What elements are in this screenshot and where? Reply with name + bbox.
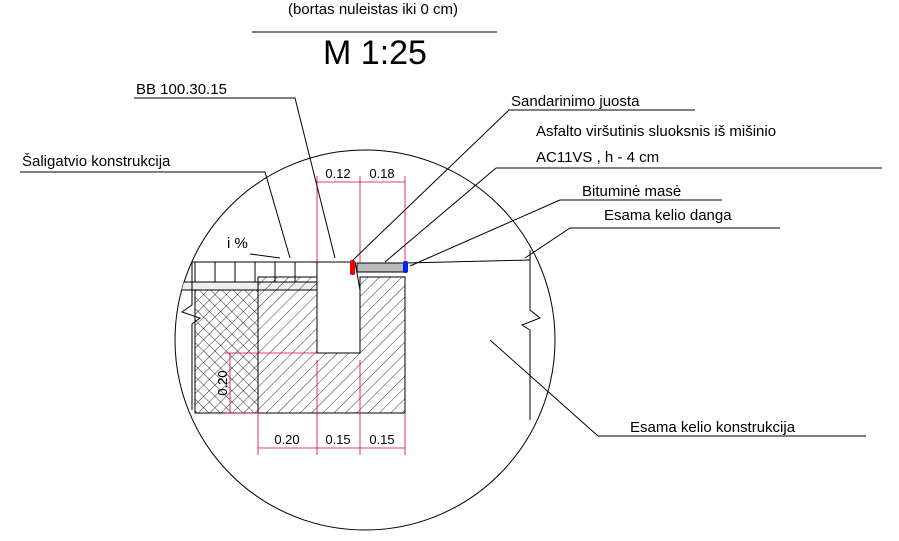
seal-strip [350,260,355,275]
asphalt-layer [357,263,405,272]
label-slope: i % [227,235,248,252]
dim-bottom: 0.20 [274,432,299,447]
curb [317,262,360,353]
scale: M 1:25 [323,34,427,72]
label-asphalt: AC11VS , h - 4 cm [536,149,659,166]
label-seal: Sandarinimo juosta [511,93,640,110]
page: {"header": {"subtitle": "(bortas nuleist… [0,0,899,541]
subtitle: (bortas nuleistas iki 0 cm) [288,1,458,18]
dim-top: 0.18 [369,166,394,181]
labels: BB 100.30.15 Sandarinimo juosta Asfalto … [20,81,882,436]
label-sidewalk: Šaligatvio konstrukcija [22,153,171,170]
label-bitumen: Bituminė masė [582,183,681,200]
label-curb: BB 100.30.15 [136,81,227,98]
dim-bottom: 0.15 [369,432,394,447]
label-asphalt: Asfalto viršutinis sluoksnis iš mišinio [536,123,776,140]
drawing: (bortas nuleistas iki 0 cm) M 1:25 0.12 … [0,0,899,541]
dim-bottom: 0.15 [325,432,350,447]
label-pavement: Esama kelio danga [604,207,732,224]
label-road: Esama kelio konstrukcija [630,419,796,436]
dim-left: 0.20 [215,370,230,395]
break-right [522,250,540,420]
dim-top: 0.12 [325,166,350,181]
bitumen-mark [403,261,408,273]
